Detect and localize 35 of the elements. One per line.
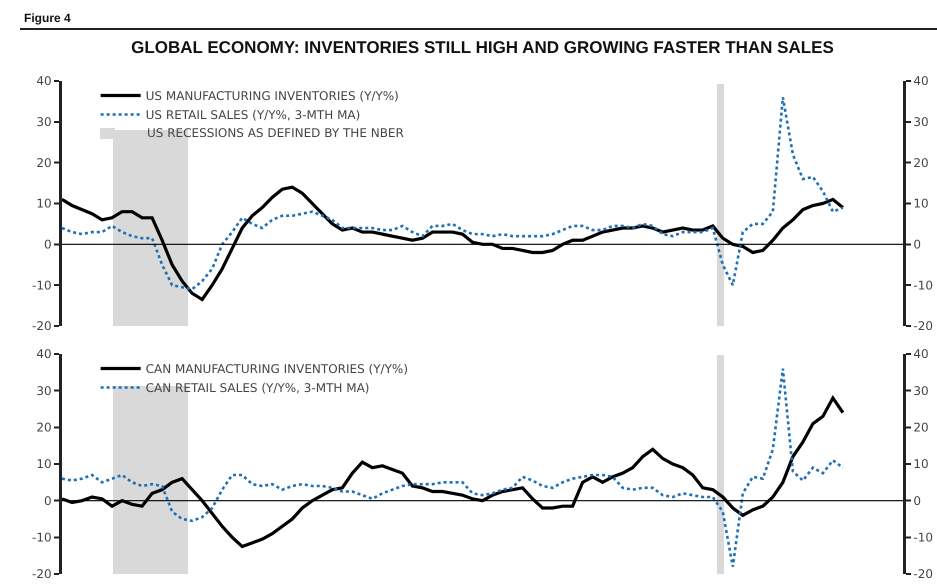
- y2-tick-label: 20: [913, 156, 929, 170]
- y2-tick-label: -10: [913, 530, 934, 545]
- y-tick-label: 10: [36, 196, 52, 211]
- y-tick-label: 40: [36, 74, 52, 88]
- legend-label: CAN RETAIL SALES (Y/Y%, 3-MTH MA): [146, 381, 370, 396]
- y2-tick-label: 10: [913, 196, 929, 211]
- y-tick-label: -10: [32, 278, 52, 292]
- y-tick-label: 40: [36, 347, 52, 362]
- y2-tick-label: 40: [913, 74, 929, 88]
- y2-tick-label: 40: [913, 347, 929, 362]
- y-tick-label: 30: [36, 115, 52, 130]
- y-tick-label: -20: [32, 319, 52, 334]
- y-tick-label: -10: [32, 530, 52, 545]
- y2-tick-label: -10: [913, 278, 934, 292]
- caption: Figure 4: [24, 11, 71, 25]
- y2-tick-label: 0: [913, 494, 922, 508]
- legend-label: US MANUFACTURING INVENTORIES (Y/Y%): [146, 89, 399, 104]
- y-tick-label: 20: [36, 156, 52, 170]
- y-tick-label: -20: [32, 567, 52, 582]
- y2-tick-label: -20: [913, 319, 934, 334]
- y-tick-label: 10: [36, 457, 52, 472]
- y2-tick-label: 30: [913, 115, 929, 130]
- y2-tick-label: 30: [913, 384, 929, 398]
- y-tick-label: 0: [44, 494, 52, 508]
- annotation: US RECESSIONS AS DEFINED BY THE NBER: [147, 126, 404, 140]
- legend-label: US RETAIL SALES (Y/Y%, 3-MTH MA): [146, 108, 360, 122]
- y2-tick-label: 20: [913, 420, 929, 435]
- y-tick-label: 30: [36, 384, 52, 398]
- y2-tick-label: 0: [913, 238, 922, 252]
- y-tick-label: 20: [36, 420, 52, 435]
- chart-title: GLOBAL ECONOMY: INVENTORIES STILL HIGH AND GROWING FASTER THAN SALES: [131, 38, 834, 57]
- legend-label: CAN MANUFACTURING INVENTORIES (Y/Y%): [146, 362, 408, 376]
- y-tick-label: 0: [44, 238, 52, 252]
- y2-tick-label: 10: [913, 457, 929, 472]
- y2-tick-label: -20: [913, 567, 934, 582]
